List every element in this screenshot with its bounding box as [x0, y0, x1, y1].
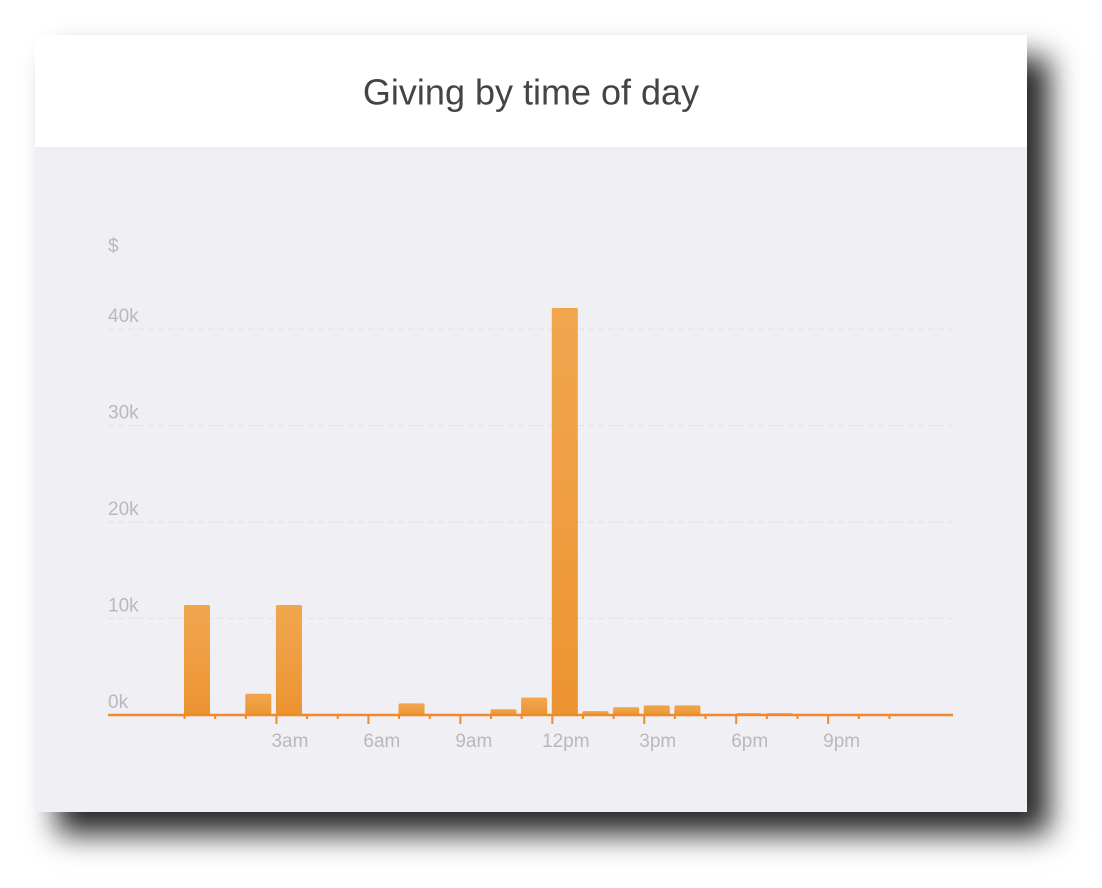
bar-shade	[613, 707, 640, 715]
y-axis-label: $	[108, 236, 119, 257]
bar-shade	[551, 308, 578, 715]
x-tick-label: 3pm	[639, 731, 676, 752]
chart-title: Giving by time of day	[363, 72, 699, 113]
bar-shade	[521, 697, 548, 715]
y-tick-label: 30k	[108, 403, 139, 424]
y-tick-label: 10k	[108, 596, 139, 617]
bar-shade	[245, 693, 272, 715]
x-tick-label: 6pm	[731, 731, 768, 752]
y-tick-label: 0k	[108, 692, 129, 713]
bar-shade	[674, 705, 701, 715]
x-tick-label: 6am	[363, 731, 400, 752]
x-tick-label: 12pm	[542, 731, 590, 752]
bar-shade	[490, 709, 517, 715]
bar-shade	[643, 705, 670, 715]
bar-shade	[184, 605, 210, 715]
y-tick-label: 40k	[108, 306, 139, 327]
y-tick-label: 20k	[108, 499, 139, 520]
x-tick-label: 3am	[271, 731, 308, 752]
bar-shade	[398, 703, 425, 715]
card-header	[35, 35, 1027, 147]
bar-shade	[582, 711, 609, 715]
x-tick-label: 9am	[455, 731, 492, 752]
x-tick-label: 9pm	[823, 731, 860, 752]
bar-shade	[275, 605, 302, 715]
